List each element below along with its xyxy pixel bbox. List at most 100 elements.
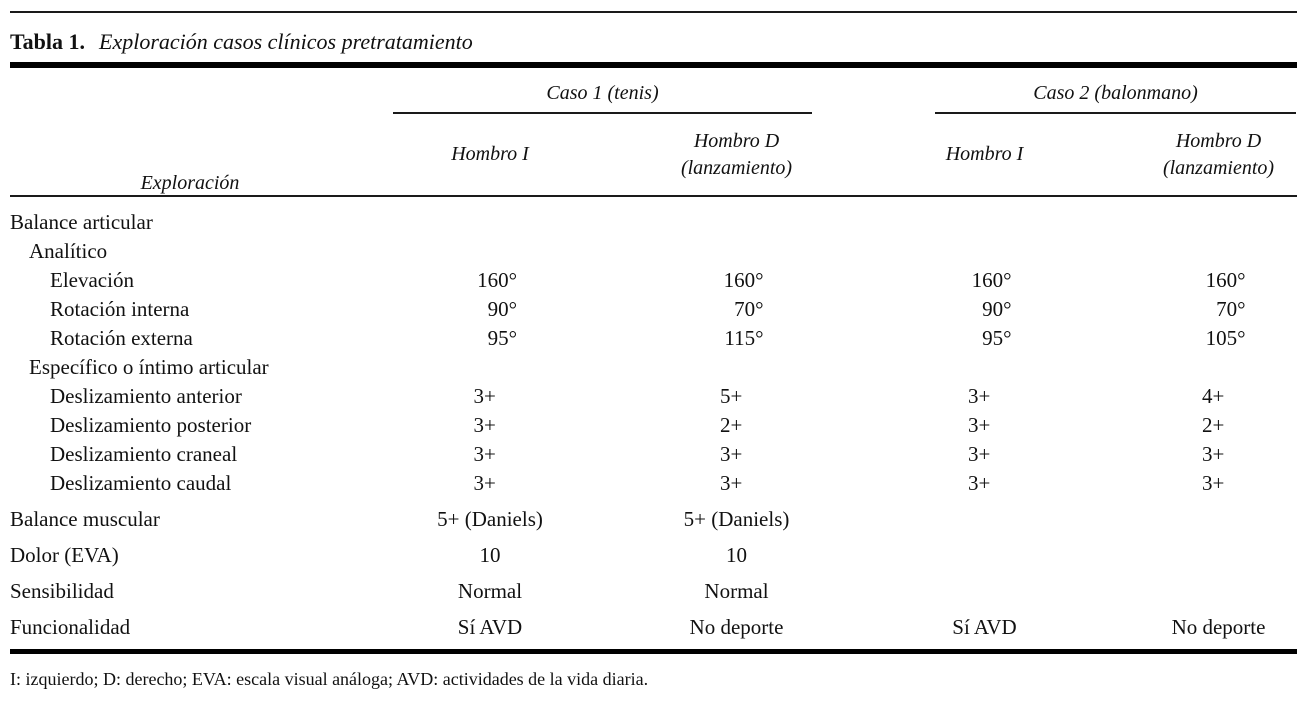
cell-case1-hombro-d: 2+ [610, 409, 863, 438]
row-label: Analítico [29, 239, 108, 263]
cell-case2-hombro-d [1106, 196, 1297, 235]
shoulder-subheader-row: Hombro I Hombro D (lanzamiento) Hombro I … [10, 114, 1298, 197]
cell-value: 3+ [473, 384, 496, 408]
cell-value: 3+ [1202, 471, 1225, 495]
column-header-line1: Hombro I [945, 143, 1024, 165]
table-header: Exploración Caso 1 (tenis) Caso 2 (balon… [10, 68, 1298, 197]
table-row: Funcionalidad Sí AVD No deporte Sí AVD N… [10, 604, 1297, 640]
cell-value: Normal [457, 579, 523, 603]
table-bottom-rule [10, 649, 1297, 654]
table-body: Balance articular Analítico Elevación 16… [10, 196, 1297, 640]
cell-value: 3+ [968, 384, 991, 408]
cell-value: 3+ [473, 442, 496, 466]
cell-case2-hombro-i: 160° [863, 264, 1106, 293]
row-label: Rotación interna [50, 297, 190, 321]
column-header-exploracion: Exploración [10, 68, 370, 197]
case2-group-label: Caso 2 (balonmano) [935, 82, 1297, 114]
cell-value: 95° [982, 326, 1012, 350]
cell-case2-hombro-i [863, 196, 1106, 235]
case1-group-label: Caso 1 (tenis) [393, 82, 812, 114]
cell-case2-hombro-d: 2+ [1106, 409, 1297, 438]
column-header-case1-hombro-i: Hombro I [370, 114, 610, 197]
cell-case1-hombro-i [370, 235, 610, 264]
cell-case2-hombro-i: 3+ [863, 438, 1106, 467]
cell-case1-hombro-i [370, 196, 610, 235]
case1-group-header: Caso 1 (tenis) [370, 68, 863, 114]
cell-case2-hombro-d [1106, 351, 1297, 380]
case2-group-header: Caso 2 (balonmano) [863, 68, 1297, 114]
cell-value: Normal [704, 579, 769, 603]
cell-case2-hombro-i: 3+ [863, 380, 1106, 409]
cell-case1-hombro-d: 5+ [610, 380, 863, 409]
cell-case2-hombro-d [1106, 235, 1297, 264]
cell-case2-hombro-d: 4+ [1106, 380, 1297, 409]
cell-value: 2+ [720, 413, 743, 437]
cell-case1-hombro-i: 3+ [370, 380, 610, 409]
cell-case1-hombro-d: 3+ [610, 467, 863, 496]
cell-case2-hombro-d [1106, 496, 1297, 532]
table-row: Deslizamiento posterior 3+ 2+ 3+ 2+ [10, 409, 1297, 438]
table-row: Específico o íntimo articular [10, 351, 1297, 380]
cell-case2-hombro-i: 95° [863, 322, 1106, 351]
cell-case1-hombro-d: Normal [610, 568, 863, 604]
cell-case1-hombro-d: 160° [610, 264, 863, 293]
cell-case2-hombro-d [1106, 532, 1297, 568]
exploracion-label: Exploración [140, 172, 240, 194]
cell-case1-hombro-i: Sí AVD [370, 604, 610, 640]
cell-value: Sí AVD [952, 615, 1017, 639]
column-header-line2: (lanzamiento) [1162, 156, 1275, 179]
cell-value: 3+ [720, 471, 743, 495]
cell-value: 5+ (Daniels) [437, 507, 543, 531]
cell-value: 160° [723, 268, 764, 292]
cell-value: No deporte [689, 615, 784, 639]
case-group-header-row: Exploración Caso 1 (tenis) Caso 2 (balon… [10, 68, 1297, 197]
cell-value: 105° [1205, 326, 1246, 350]
clinical-exploration-table: Exploración Caso 1 (tenis) Caso 2 (balon… [10, 68, 1298, 640]
cell-case1-hombro-d: 10 [610, 532, 863, 568]
cell-case2-hombro-i: 90° [863, 293, 1106, 322]
cell-value: No deporte [1171, 615, 1266, 639]
cell-value: 3+ [968, 442, 991, 466]
column-header-case1-hombro-d: Hombro D (lanzamiento) [610, 114, 863, 197]
table-row: Elevación 160° 160° 160° 160° [10, 264, 1297, 293]
cell-value: Sí AVD [457, 615, 523, 639]
table-row: Sensibilidad Normal Normal [10, 568, 1297, 604]
cell-value: 160° [1205, 268, 1246, 292]
cell-case1-hombro-d: 115° [610, 322, 863, 351]
cell-case2-hombro-i: 3+ [863, 409, 1106, 438]
column-header-line1: Hombro D [1175, 129, 1262, 152]
row-label: Balance articular [10, 210, 153, 234]
table-row: Balance articular [10, 196, 1297, 235]
row-label: Deslizamiento posterior [50, 413, 252, 437]
column-header-case2-hombro-i: Hombro I [863, 114, 1106, 197]
table-row: Balance muscular 5+ (Daniels) 5+ (Daniel… [10, 496, 1297, 532]
cell-value: 2+ [1202, 413, 1225, 437]
cell-case1-hombro-d [610, 235, 863, 264]
table-row: Dolor (EVA) 10 10 [10, 532, 1297, 568]
cell-case1-hombro-i [370, 351, 610, 380]
caption-separator-rule [10, 62, 1297, 68]
cell-case1-hombro-i: 95° [370, 322, 610, 351]
cell-case2-hombro-d: 160° [1106, 264, 1297, 293]
cell-case2-hombro-d: 70° [1106, 293, 1297, 322]
cell-case2-hombro-i [863, 496, 1106, 532]
cell-case1-hombro-i: 160° [370, 264, 610, 293]
table-row: Analítico [10, 235, 1297, 264]
cell-value: 3+ [968, 471, 991, 495]
cell-case2-hombro-d: 105° [1106, 322, 1297, 351]
table-row: Deslizamiento caudal 3+ 3+ 3+ 3+ [10, 467, 1297, 496]
cell-case2-hombro-i [863, 351, 1106, 380]
cell-case1-hombro-i: 3+ [370, 467, 610, 496]
cell-case1-hombro-d [610, 196, 863, 235]
row-label: Deslizamiento caudal [50, 471, 232, 495]
cell-case1-hombro-i: 3+ [370, 438, 610, 467]
table-title: Exploración casos clínicos pretratamient… [99, 29, 473, 54]
cell-value: 10 [726, 543, 747, 567]
cell-case1-hombro-d: No deporte [610, 604, 863, 640]
cell-case1-hombro-i: 90° [370, 293, 610, 322]
cell-case1-hombro-i: 3+ [370, 409, 610, 438]
cell-case2-hombro-i [863, 568, 1106, 604]
column-header-line2: (lanzamiento) [680, 156, 793, 179]
cell-value: 95° [487, 326, 517, 350]
table-row: Deslizamiento anterior 3+ 5+ 3+ 4+ [10, 380, 1297, 409]
